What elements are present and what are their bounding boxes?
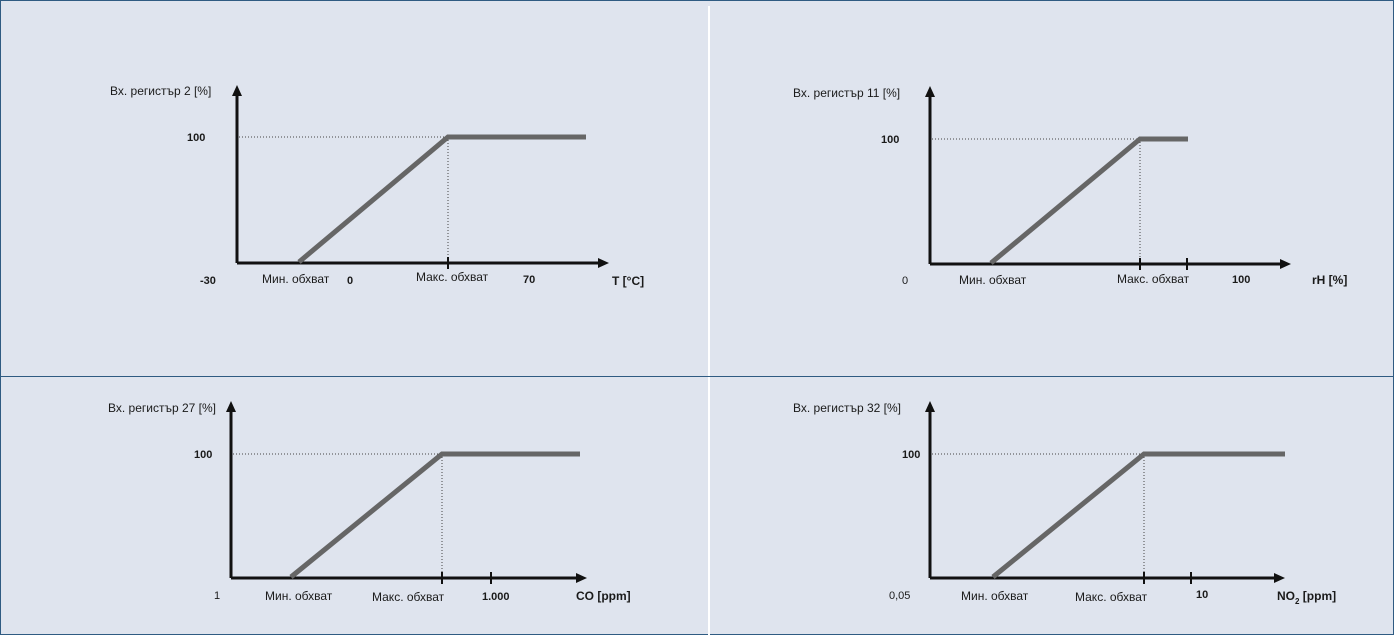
y-tick-100: 100 xyxy=(187,132,206,144)
x-unit-label: CO [ppm] xyxy=(576,589,631,603)
x-max-label: 1.000 xyxy=(482,591,510,603)
y-axis-label: Вх. регистър 32 [%] xyxy=(793,401,901,415)
horizontal-divider xyxy=(0,376,1394,377)
y-axis-arrow xyxy=(925,86,935,97)
max-range-label: Макс. обхват xyxy=(1117,272,1190,286)
x-min-label: -30 xyxy=(200,275,216,287)
max-range-label: Макс. обхват xyxy=(1075,590,1148,604)
x-unit-label: T [°C] xyxy=(612,274,645,288)
y-axis-arrow xyxy=(226,401,236,412)
x-max-label: 10 xyxy=(1196,589,1209,601)
x-unit-label: rH [%] xyxy=(1312,273,1348,287)
max-range-label: Макс. обхват xyxy=(372,590,445,604)
x-unit-label: NO2 [ppm] xyxy=(1277,589,1336,609)
x-axis-arrow xyxy=(598,258,609,268)
x-unit-main: NO xyxy=(1277,589,1295,603)
x-axis-arrow xyxy=(1274,573,1285,583)
x-unit-subscript: 2 xyxy=(1295,597,1300,606)
y-tick-100: 100 xyxy=(194,449,213,461)
x-min-label: 0,05 xyxy=(889,590,911,602)
x-min-label: 0 xyxy=(902,275,909,287)
y-tick-100: 100 xyxy=(881,134,900,146)
y-axis-label: Вх. регистър 27 [%] xyxy=(108,401,216,415)
response-curve xyxy=(289,451,580,579)
min-range-label: Мин. обхват xyxy=(959,273,1027,287)
x-axis-arrow xyxy=(576,573,587,583)
x-max-label: 70 xyxy=(523,274,536,286)
x-min-label: 1 xyxy=(214,590,221,602)
y-axis-arrow xyxy=(925,401,935,412)
min-range-label: Мин. обхват xyxy=(262,272,330,286)
x-unit-rest: [ppm] xyxy=(1299,589,1337,603)
y-axis-label: Вх. регистър 11 [%] xyxy=(793,86,901,100)
response-curve xyxy=(991,451,1285,579)
y-tick-100: 100 xyxy=(902,449,921,461)
y-axis-arrow xyxy=(232,85,242,96)
x-max-label: 100 xyxy=(1232,274,1251,286)
min-range-label: Мин. обхват xyxy=(961,589,1029,603)
x-zero-label: 0 xyxy=(347,275,354,287)
response-curve xyxy=(989,136,1188,265)
y-axis-label: Вх. регистър 2 [%] xyxy=(110,84,212,98)
max-range-label: Макс. обхват xyxy=(416,270,489,284)
min-range-label: Мин. обхват xyxy=(265,589,333,603)
vertical-divider xyxy=(708,6,710,635)
response-curve xyxy=(297,134,586,264)
x-axis-arrow xyxy=(1280,259,1291,269)
